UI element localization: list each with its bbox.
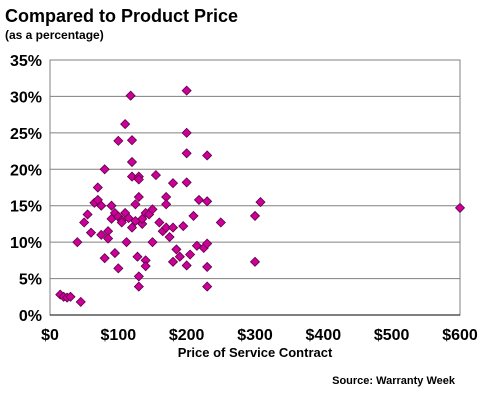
y-tick-label: 25% <box>10 126 42 143</box>
data-point <box>113 263 124 274</box>
data-point <box>167 222 179 233</box>
data-point <box>167 256 179 267</box>
data-point <box>174 251 185 262</box>
data-point <box>133 281 144 292</box>
data-point <box>171 244 182 255</box>
data-point <box>85 227 97 238</box>
data-point <box>133 271 144 282</box>
data-point <box>79 217 90 228</box>
data-point <box>137 218 148 229</box>
y-tick-label: 15% <box>10 199 42 216</box>
data-point <box>82 209 93 220</box>
x-axis-tick-labels: $0 $100 $200 $300 $400 $500 $600 <box>41 327 478 344</box>
data-point <box>123 213 134 224</box>
data-point <box>126 171 138 182</box>
y-tick-label: 5% <box>19 272 42 289</box>
data-point <box>126 156 138 168</box>
plot-area <box>49 59 461 316</box>
x-tick-label: $100 <box>101 327 137 344</box>
x-tick-label: $400 <box>306 327 342 344</box>
data-point <box>178 221 189 232</box>
data-point <box>181 85 192 96</box>
data-point <box>92 182 103 193</box>
data-point <box>454 202 466 213</box>
data-point <box>140 261 151 272</box>
data-point <box>72 237 83 248</box>
data-point <box>106 200 117 211</box>
data-point <box>181 148 192 159</box>
data-point <box>215 217 226 228</box>
chart-subtitle: (as a percentage) <box>5 28 104 42</box>
data-point <box>147 237 158 248</box>
source-note: Source: Warranty Week <box>332 375 456 387</box>
data-point <box>132 251 143 262</box>
data-point <box>188 210 199 221</box>
data-points <box>55 85 466 307</box>
data-point <box>96 200 107 211</box>
data-point <box>109 248 120 259</box>
data-point <box>130 199 141 210</box>
data-point <box>181 177 192 188</box>
y-tick-label: 35% <box>10 53 42 70</box>
data-point <box>103 233 114 244</box>
data-point <box>99 164 110 175</box>
data-point <box>202 261 213 272</box>
y-tick-label: 20% <box>10 162 42 179</box>
data-point <box>185 249 196 260</box>
data-point <box>99 253 110 264</box>
gridlines <box>50 59 460 316</box>
data-point <box>181 127 192 138</box>
data-point <box>116 217 127 228</box>
data-point <box>202 150 213 161</box>
data-point <box>202 281 213 292</box>
data-point <box>202 238 213 249</box>
x-tick-label: $0 <box>41 327 59 344</box>
data-point <box>125 90 136 101</box>
y-axis-tick-labels: 0% 5% 10% 15% 20% 25% 30% 35% <box>10 53 42 325</box>
data-point <box>249 256 261 267</box>
data-point <box>161 222 172 233</box>
y-tick-label: 0% <box>19 308 42 325</box>
data-point <box>154 217 165 228</box>
x-tick-label: $500 <box>374 327 410 344</box>
data-point <box>120 119 131 130</box>
data-point <box>126 135 138 146</box>
y-tick-label: 10% <box>10 235 42 252</box>
data-point <box>202 196 213 207</box>
data-point <box>161 199 172 210</box>
data-point <box>167 178 179 189</box>
data-point <box>133 191 144 203</box>
data-point <box>181 260 192 271</box>
data-point <box>75 296 86 307</box>
y-tick-label: 30% <box>10 89 42 106</box>
data-point <box>150 170 161 181</box>
x-tick-label: $300 <box>237 327 273 344</box>
data-point <box>126 222 138 233</box>
x-tick-label: $200 <box>169 327 205 344</box>
chart-title: Compared to Product Price <box>5 6 238 26</box>
data-point <box>164 231 175 243</box>
data-point <box>96 229 107 240</box>
data-point <box>65 291 76 302</box>
x-tick-label: $600 <box>442 327 478 344</box>
x-axis-label: Price of Service Contract <box>178 345 333 360</box>
data-point <box>113 135 124 146</box>
data-point <box>255 197 266 208</box>
data-point <box>147 204 158 215</box>
data-point <box>193 194 205 205</box>
data-point <box>249 210 261 221</box>
data-point <box>133 174 144 185</box>
data-point <box>121 237 132 248</box>
